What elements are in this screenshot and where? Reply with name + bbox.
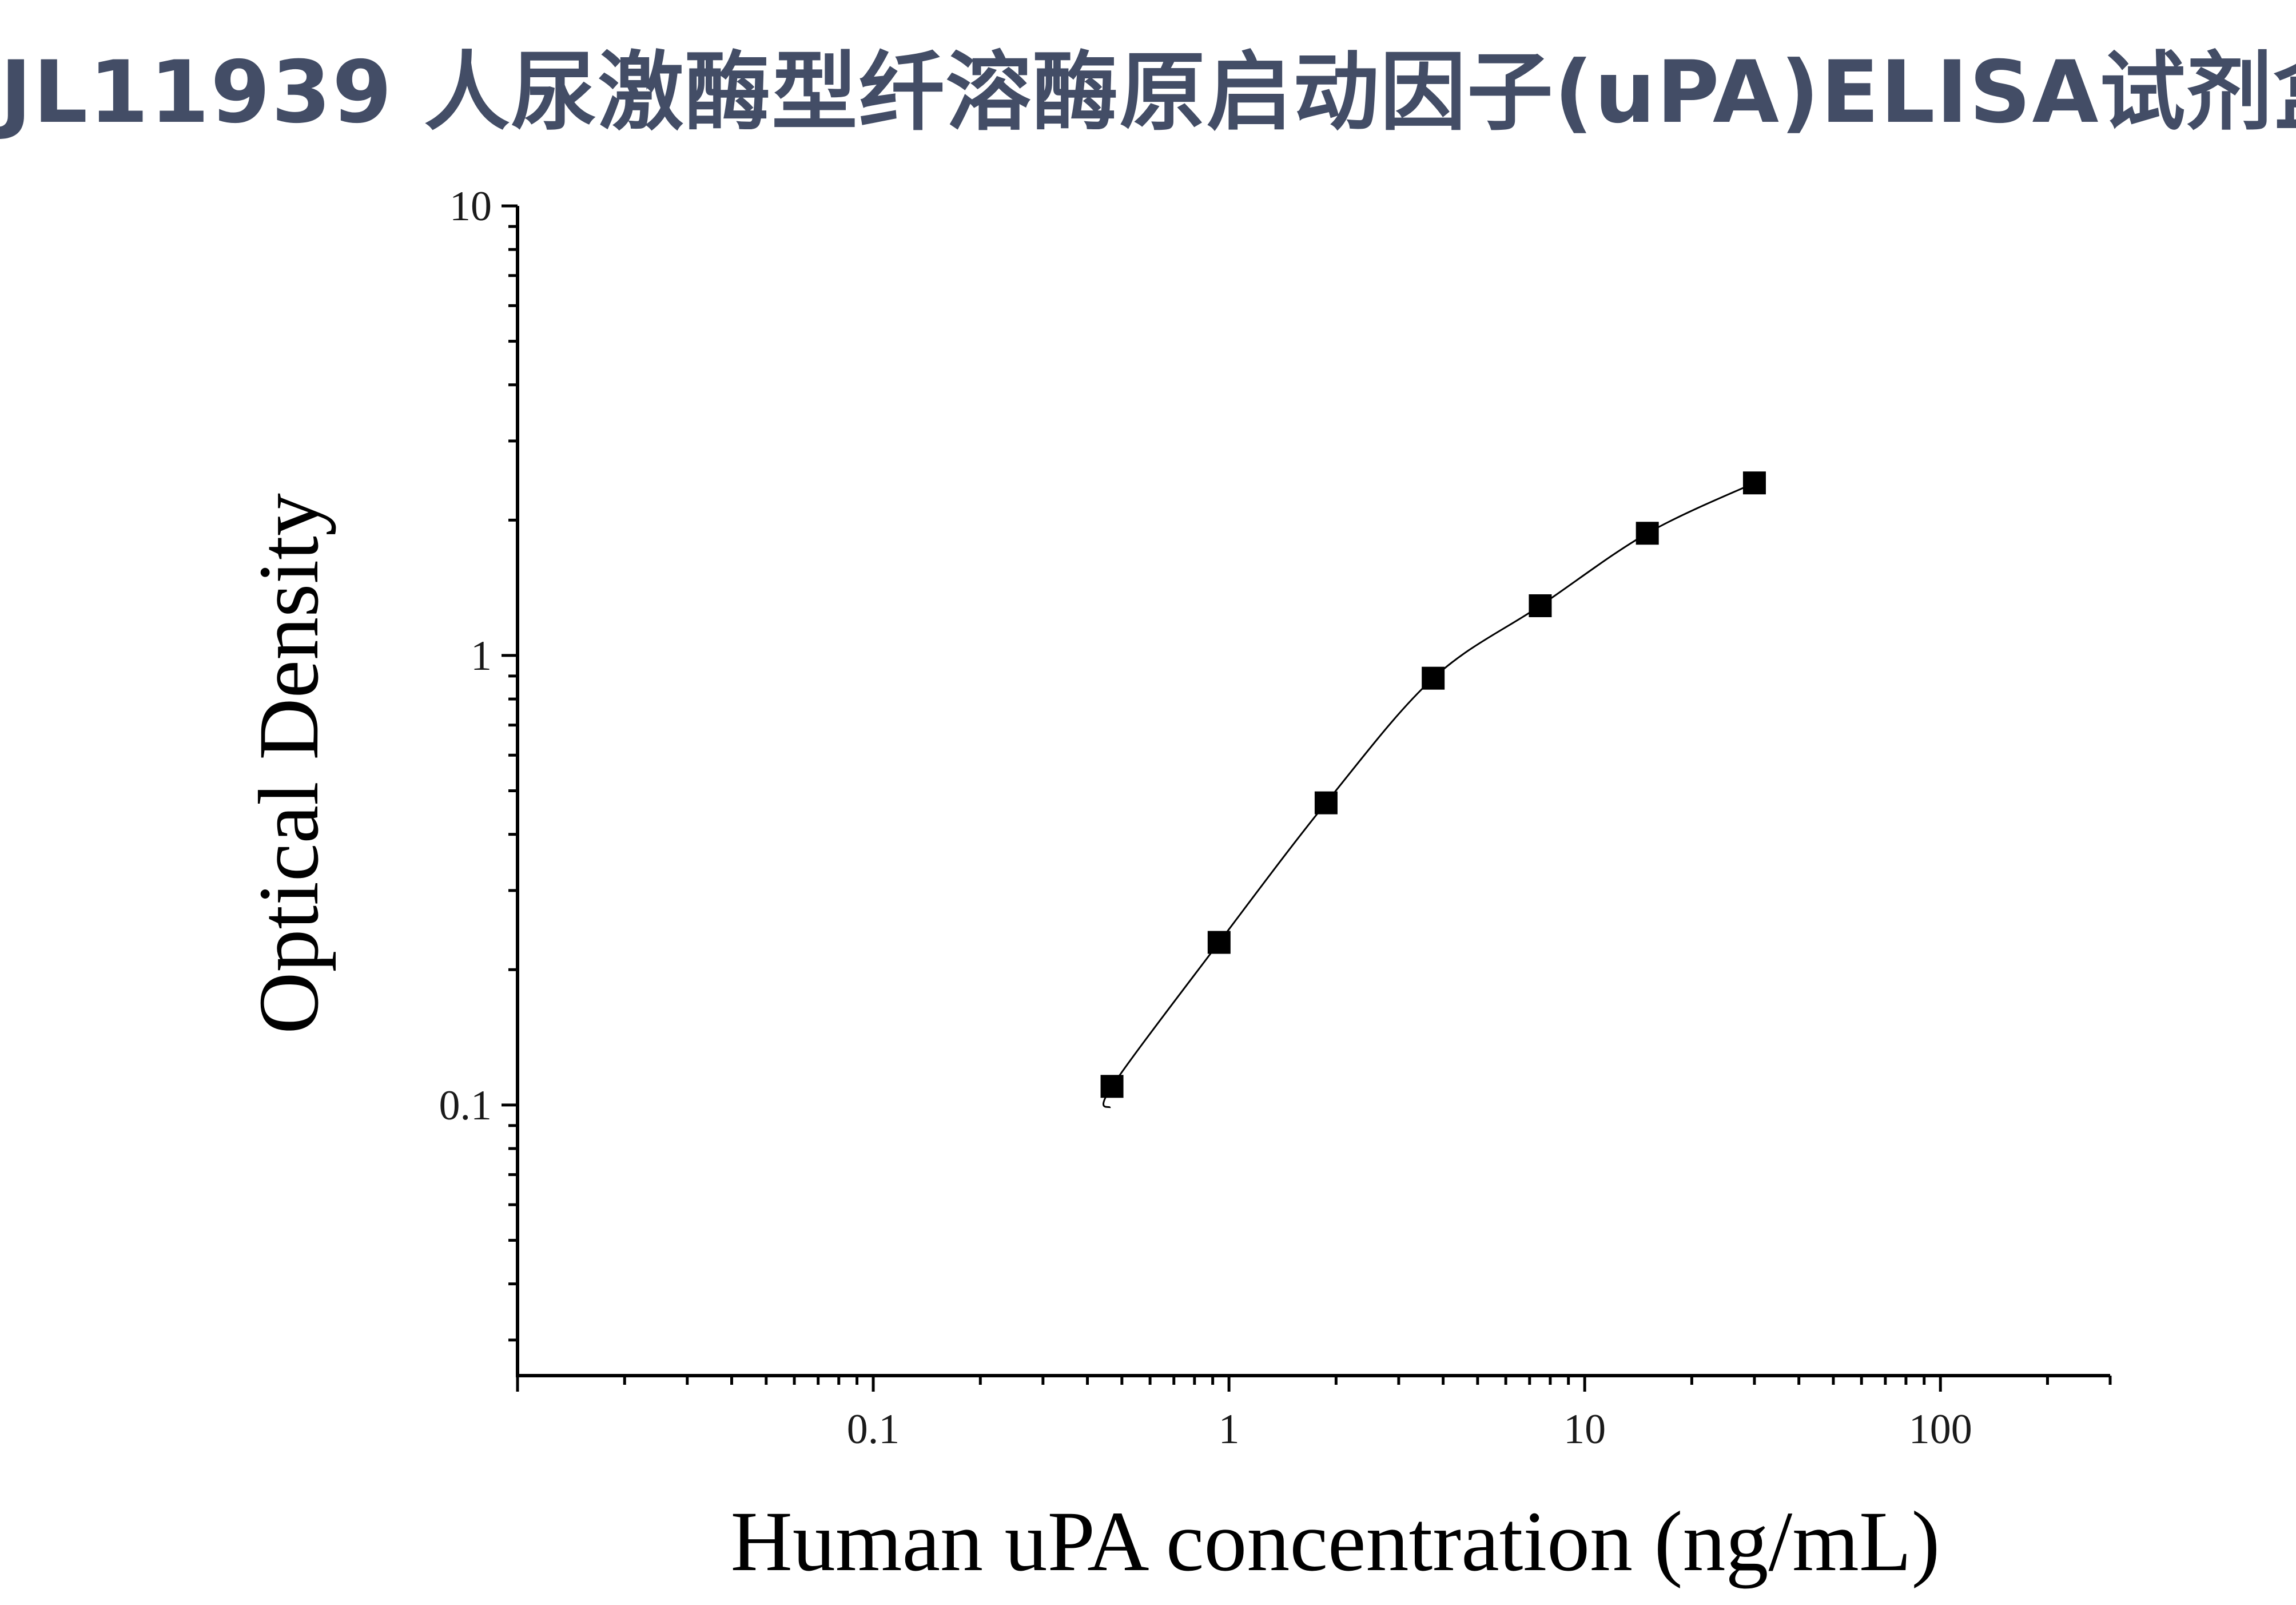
data-point-marker [1100, 1075, 1124, 1098]
x-tick-label: 0.1 [847, 1406, 900, 1453]
page-title: JL11939 人尿激酶型纤溶酶原启动因子(uPA)ELISA试剂盒 [0, 43, 2296, 142]
y-tick-label: 10 [449, 183, 492, 230]
x-tick-label: 1 [1219, 1406, 1240, 1453]
data-point-marker [1207, 931, 1231, 954]
data-point-marker [1314, 791, 1338, 815]
x-tick-label: 10 [1563, 1406, 1606, 1453]
axes: 0.1 1 10 100 0.1 1 10 [439, 183, 2112, 1453]
y-axis-title: Optical Density [241, 493, 336, 1034]
y-tick-label: 1 [471, 633, 492, 680]
data-point-marker [1422, 666, 1445, 690]
data-point-marker [1742, 471, 1766, 495]
data-point-marker [1636, 522, 1659, 545]
x-tick-label: 100 [1909, 1406, 1972, 1453]
data-point-marker [1529, 594, 1552, 618]
x-axis-title: Human uPA concentration (ng/mL) [731, 1494, 1940, 1589]
y-tick-label: 0.1 [439, 1082, 492, 1129]
fit-curve-line [1103, 482, 1755, 1109]
fit-curve [1103, 482, 1755, 1109]
data-points [1100, 471, 1766, 1098]
